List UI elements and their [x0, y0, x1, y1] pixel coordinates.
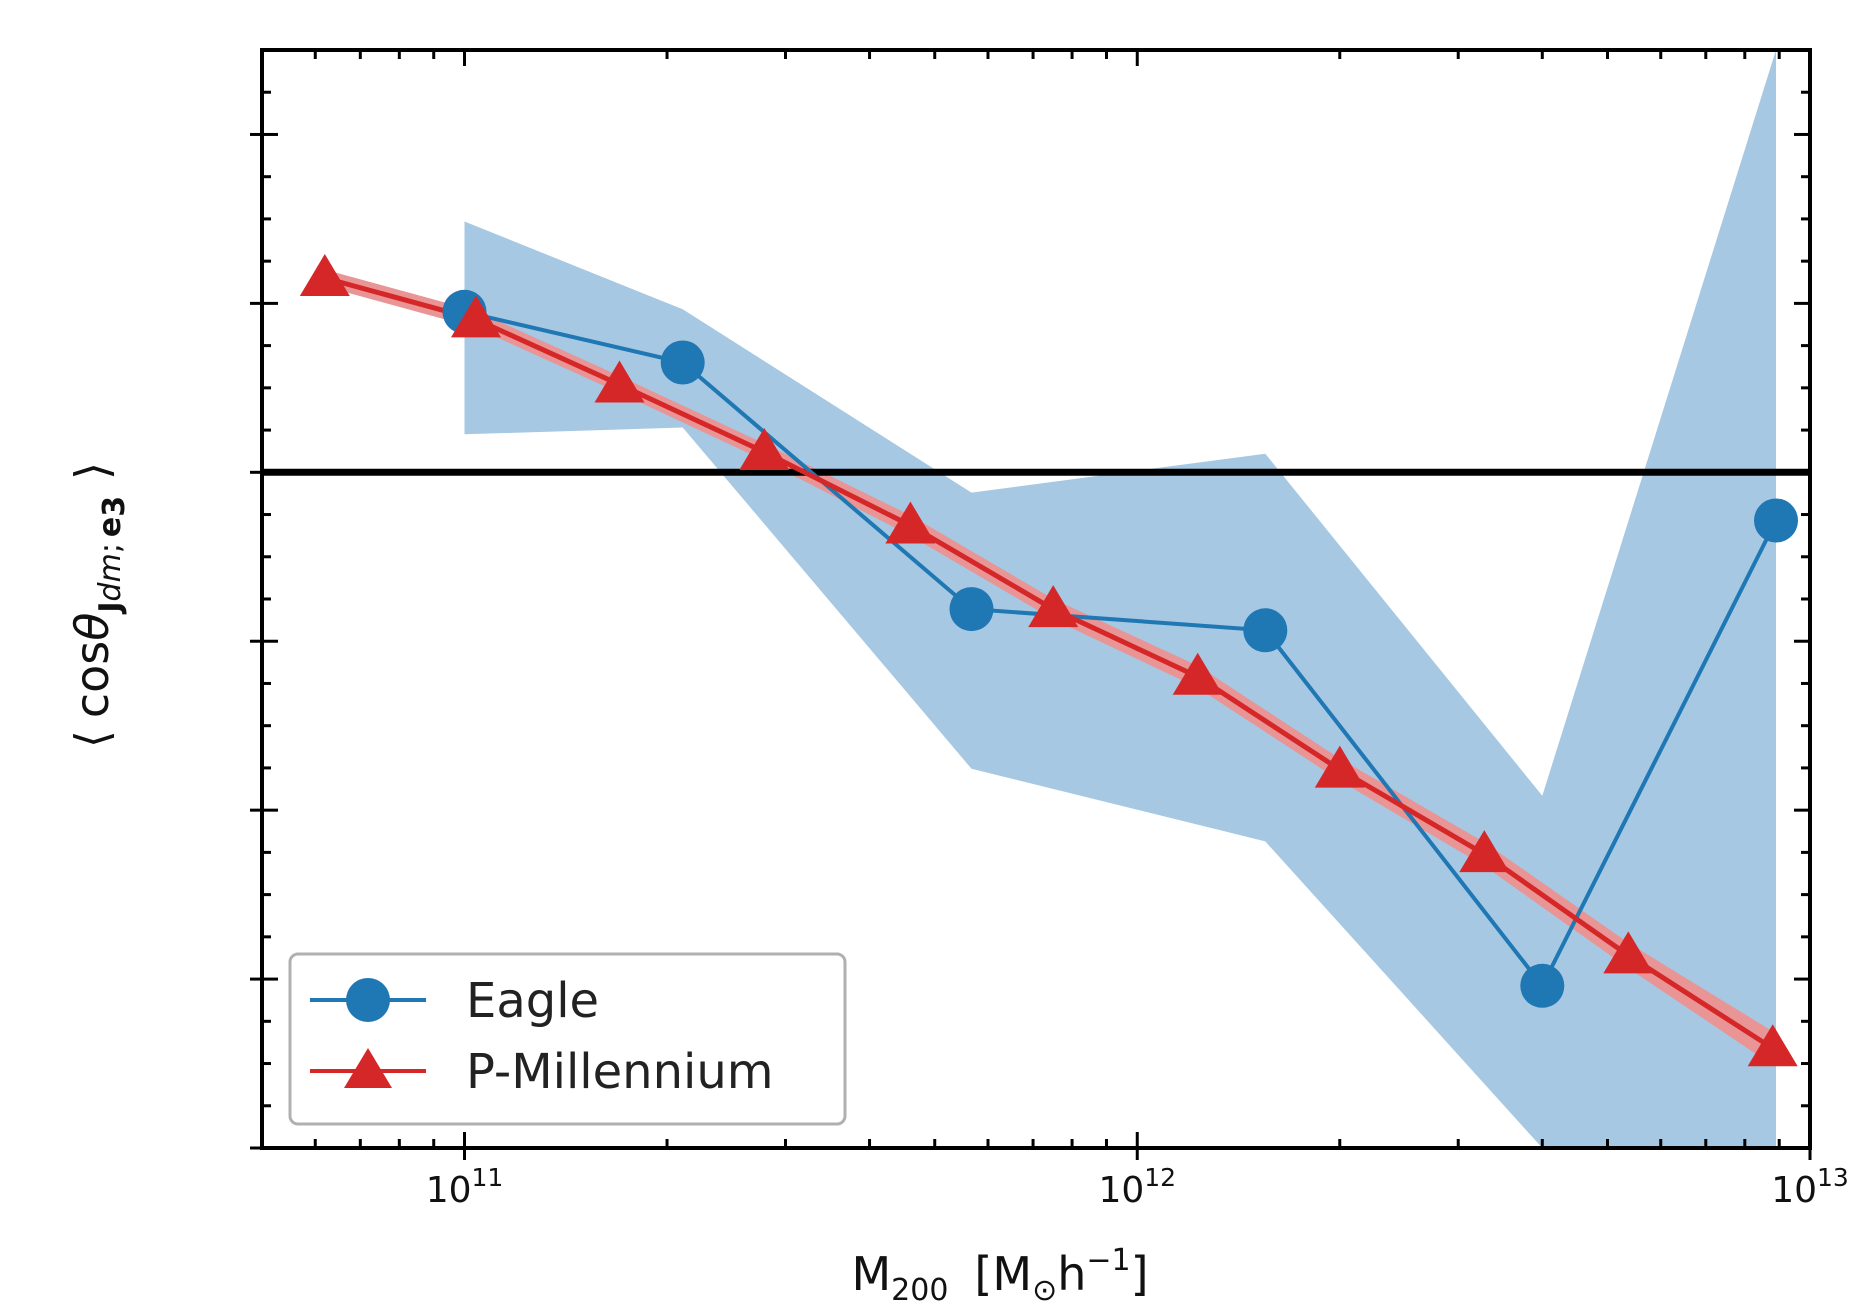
pmillennium-point: [1459, 830, 1510, 873]
y-axis-title: ⟨cosθJdm;e3⟩: [65, 462, 132, 748]
eagle-line: [464, 309, 1778, 990]
legend-marker-eagle: [346, 978, 390, 1022]
pmillennium-point: [1172, 652, 1223, 695]
pmillennium-point: [739, 428, 790, 470]
eagle-band: [464, 50, 1776, 1148]
eagle-point: [660, 340, 705, 385]
eagle-point: [1754, 498, 1798, 543]
x-tick-label: 1013: [1771, 1163, 1849, 1211]
pmillennium-point: [299, 254, 350, 296]
eagle-point: [1520, 963, 1565, 1008]
legend-marker-pmillennium: [344, 1048, 392, 1088]
x-tick-label: 1011: [426, 1163, 504, 1211]
x-tick-label: 1012: [1098, 1163, 1176, 1211]
legend: Eagle P-Millennium: [288, 952, 847, 1126]
legend-label-eagle: Eagle: [466, 973, 599, 1029]
legend-box: [288, 952, 847, 1126]
tick-labels: 1011 1012 1013: [426, 1163, 1849, 1211]
pmillennium-point: [1603, 931, 1654, 974]
pmillennium-point: [1314, 745, 1365, 788]
legend-label-pmillennium: P-Millennium: [466, 1044, 774, 1100]
series-markers: [299, 254, 1798, 1067]
x-axis-title: M200 [M⊙h−1]: [851, 1243, 1148, 1308]
pmillennium-point: [1747, 1024, 1798, 1067]
eagle-point: [949, 587, 994, 632]
axis-ticks: [250, 48, 1812, 1160]
pmillennium-point: [451, 295, 501, 338]
confidence-bands: [324, 50, 1776, 1148]
pmillennium-point: [1028, 585, 1079, 628]
pmillennium-point: [885, 501, 936, 544]
eagle-point: [1243, 608, 1288, 653]
pmillennium-point: [594, 360, 645, 403]
